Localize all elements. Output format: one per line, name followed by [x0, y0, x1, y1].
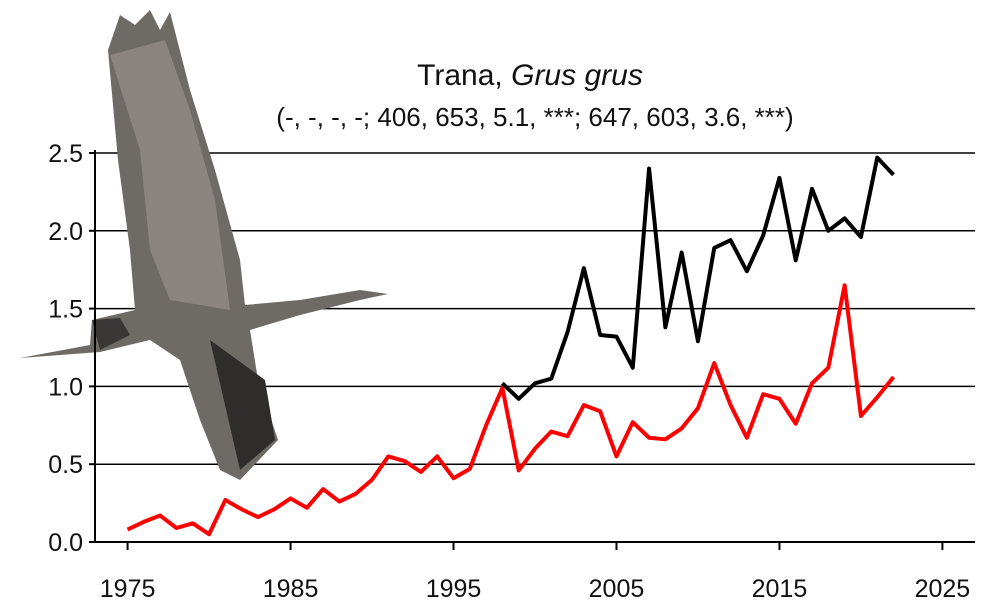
y-tick-label: 0.0 [48, 529, 83, 557]
chart-subtitle: (-, -, -, -; 406, 653, 5.1, ***; 647, 60… [276, 102, 793, 132]
y-tick-label: 1.0 [48, 373, 83, 401]
y-tick-label: 2.0 [48, 218, 83, 246]
series-line [126, 283, 896, 537]
x-tick-label: 1975 [100, 575, 156, 603]
x-tick-label: 2005 [589, 575, 645, 603]
chart-title: Trana, Grus grus [417, 59, 643, 92]
x-tick-label: 1985 [263, 575, 319, 603]
title-species: Grus grus [511, 59, 643, 92]
x-tick-label: 2015 [752, 575, 808, 603]
y-tick-label: 2.5 [48, 140, 83, 168]
x-tick-label: 2025 [915, 575, 971, 603]
series-line [501, 155, 895, 401]
x-tick-label: 1995 [426, 575, 482, 603]
crane-picture [20, 10, 388, 480]
plot [126, 155, 896, 537]
y-tick-label: 1.5 [48, 296, 83, 324]
title-text: Trana, [417, 59, 503, 92]
y-tick-label: 0.5 [48, 451, 83, 479]
